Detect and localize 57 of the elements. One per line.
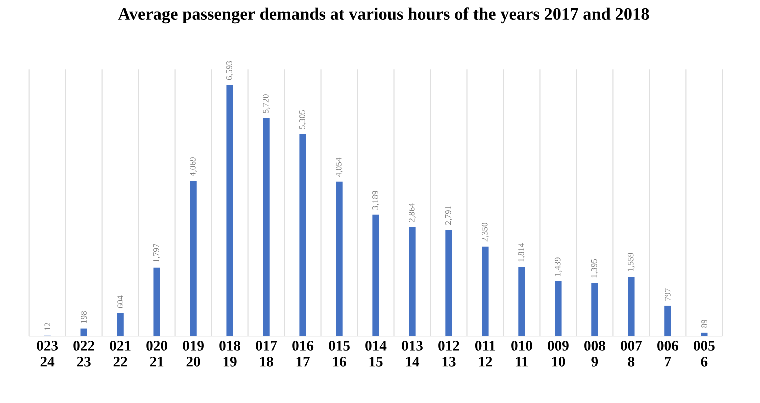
data-label: 604 [118, 296, 124, 308]
bar [592, 283, 598, 336]
data-label: 4,054 [336, 158, 344, 178]
bar [446, 230, 452, 336]
data-label: 2,350 [482, 223, 490, 242]
x-tick-label: 011 12 [475, 341, 496, 367]
data-label: 2,864 [408, 203, 416, 222]
x-tick-label: 023 24 [37, 341, 58, 367]
bar [117, 313, 124, 336]
bar [190, 181, 197, 336]
x-tick-label: 012 13 [438, 341, 460, 367]
x-tick-label: 018 19 [220, 341, 241, 367]
data-label: 89 [702, 320, 708, 328]
data-label: 1,797 [154, 244, 161, 262]
x-tick-label: 008 9 [584, 341, 606, 367]
x-tick-label: 022 23 [74, 341, 94, 367]
x-tick-label: 010 11 [512, 341, 532, 367]
data-label: 1,395 [591, 259, 598, 278]
data-label: 1,559 [628, 253, 635, 272]
data-label: 4,069 [190, 158, 198, 176]
data-label: 797 [665, 288, 671, 301]
bar [154, 268, 160, 336]
x-tick-label: 019 20 [183, 341, 204, 367]
bar [263, 118, 270, 336]
bar [664, 306, 672, 336]
bar [80, 328, 88, 336]
x-tick-label: 015 16 [329, 341, 350, 367]
x-tick-label: 013 14 [402, 341, 423, 367]
chart-title: Average passenger demands at various hours of the years 2017 and 2018 [118, 8, 650, 24]
data-label: 2,791 [445, 206, 453, 225]
bar [701, 332, 708, 336]
x-tick-label: 014 15 [366, 341, 387, 367]
x-tick-label: 021 22 [110, 341, 131, 367]
bar [372, 214, 380, 336]
x-tick-label: 020 21 [146, 341, 168, 367]
x-tick-label: 007 8 [621, 341, 642, 367]
data-label: 1,814 [518, 243, 526, 262]
x-tick-label: 017 18 [256, 341, 278, 367]
x-tick-label: 009 10 [548, 341, 569, 367]
bar [482, 246, 489, 336]
x-tick-label: 005 6 [694, 341, 715, 367]
bar [409, 227, 416, 336]
bar [555, 282, 562, 336]
bar [628, 276, 635, 336]
data-label: 6,593 [226, 61, 234, 80]
data-label: 1,439 [554, 258, 562, 276]
data-label: 5,720 [263, 94, 270, 114]
x-tick-label: 016 17 [292, 341, 314, 367]
x-tick-label: 006 7 [658, 341, 678, 367]
bar [518, 267, 526, 336]
bar [226, 85, 234, 336]
bar [336, 182, 343, 336]
data-label: 3,189 [372, 191, 380, 210]
data-label: 5,305 [300, 110, 307, 130]
data-label: 198 [81, 311, 87, 324]
data-label: 12 [44, 323, 50, 330]
bar [300, 134, 306, 336]
